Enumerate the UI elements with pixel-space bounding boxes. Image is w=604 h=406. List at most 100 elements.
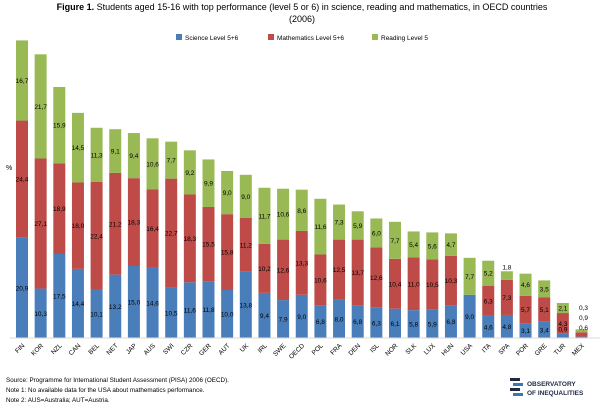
data-label-mathematics: 21,2 xyxy=(109,221,122,228)
logo-mark-icon xyxy=(510,378,523,396)
data-label-science: 6,8 xyxy=(316,319,325,326)
bar-segment-mathematics xyxy=(500,279,513,315)
x-tick-label: CAN xyxy=(68,342,83,357)
bar-segment-science xyxy=(183,282,196,338)
bar-segment-science xyxy=(221,290,234,338)
data-label-mathematics: 11,2 xyxy=(240,242,253,249)
data-label-reading: 2,1 xyxy=(558,306,567,313)
data-label-mathematics: 11,0 xyxy=(408,281,421,288)
bar-segment-mathematics xyxy=(538,297,551,322)
bar-segment-mathematics xyxy=(146,189,159,268)
bar-segment-science xyxy=(333,299,346,338)
bar-segment-reading xyxy=(333,204,346,240)
data-label-mathematics: 10,4 xyxy=(389,281,402,288)
x-tick-label: BEL xyxy=(87,342,101,356)
x-tick-label: POR xyxy=(515,342,530,357)
data-label-science: 8,0 xyxy=(335,316,344,323)
bar-segment-mathematics xyxy=(221,214,234,290)
bar-segment-reading xyxy=(146,138,159,190)
bar-segment-science xyxy=(34,288,47,338)
data-label-science: 6,8 xyxy=(446,319,455,326)
data-label-reading: 1,8 xyxy=(502,264,511,271)
bar-segment-mathematics xyxy=(370,247,383,308)
bar-segment-reading xyxy=(90,127,103,182)
bar-segment-science xyxy=(575,336,588,338)
bar-segment-mathematics xyxy=(109,172,122,275)
data-label-science: 10,1 xyxy=(90,311,103,318)
data-label-mathematics: 10,2 xyxy=(258,266,271,273)
x-tick-label: SPA xyxy=(498,342,512,356)
data-label-mathematics: 13,7 xyxy=(351,270,364,277)
x-tick-label: NOR xyxy=(384,342,399,357)
bar-segment-reading xyxy=(127,133,140,179)
bar-segment-reading xyxy=(258,187,271,244)
data-label-mathematics: 10,5 xyxy=(426,282,439,289)
x-tick-label: JAP xyxy=(125,342,138,355)
bar-segment-mathematics xyxy=(519,295,532,324)
data-label-reading: 11,3 xyxy=(91,152,104,159)
bar-segment-reading xyxy=(16,40,28,121)
x-tick-label: SLK xyxy=(404,342,418,356)
bar-segment-science xyxy=(53,254,66,338)
data-label-mathematics: 5,7 xyxy=(521,307,530,314)
bar-segment-science xyxy=(500,314,513,338)
data-label-mathematics: 18,3 xyxy=(184,236,197,243)
data-label-science: 0,3 xyxy=(579,305,588,312)
notes: Source: Programme for International Stud… xyxy=(6,377,229,404)
bar-segment-mathematics xyxy=(239,218,252,272)
data-label-science: 14,6 xyxy=(146,300,159,307)
data-label-mathematics: 10,3 xyxy=(445,278,458,285)
bars-group: 20,9 24,4 16,7 10,3 27,1 21,7 17,5 18,9 15,9 14,4… xyxy=(16,40,588,338)
x-tick-label: ISL xyxy=(369,342,381,354)
bar-segment-reading xyxy=(519,273,532,296)
x-tick-label: HUN xyxy=(440,342,455,357)
data-label-science: 3,4 xyxy=(540,327,549,334)
x-tick-label: ITA xyxy=(481,342,493,354)
data-label-science: 7,9 xyxy=(279,317,288,324)
x-tick-label: GER xyxy=(198,342,213,357)
legend-label-reading: Reading Level 5 xyxy=(381,35,428,42)
x-tick-label: FRA xyxy=(329,342,344,357)
data-label-science: 4,6 xyxy=(484,324,493,331)
bar-segment-reading xyxy=(183,150,196,195)
figure-label: Figure 1. xyxy=(57,2,95,12)
data-label-mathematics: 5,1 xyxy=(540,307,549,314)
bar-segment-mathematics xyxy=(16,120,28,238)
data-label-reading: 7,7 xyxy=(390,238,399,245)
data-label-science: 14,4 xyxy=(72,301,85,308)
data-label-science: 6,3 xyxy=(372,320,381,327)
data-label-reading: 4,6 xyxy=(521,282,530,289)
bar-segment-science xyxy=(127,266,140,338)
data-label-science: 10,5 xyxy=(165,310,178,317)
bar-segment-reading xyxy=(556,302,569,314)
logo-text-line2: OF INEQUALITIES xyxy=(527,390,584,397)
data-label-reading: 11,6 xyxy=(314,224,327,231)
data-label-reading: 7,7 xyxy=(167,158,176,165)
data-label-mathematics: 27,1 xyxy=(34,221,47,228)
x-tick-label: LUX xyxy=(423,342,437,356)
data-label-science: 17,5 xyxy=(53,294,66,301)
data-label-reading: 10,6 xyxy=(277,212,290,219)
bar-segment-reading xyxy=(34,54,47,159)
data-label-reading: 16,7 xyxy=(16,78,29,85)
data-label-reading: 9,2 xyxy=(185,170,194,177)
data-label-science: 13,2 xyxy=(109,304,122,311)
bar-segment-mathematics xyxy=(351,239,364,306)
bar-segment-science xyxy=(239,271,252,338)
bar-segment-mathematics xyxy=(575,332,588,337)
x-tick-label: FIN xyxy=(14,342,27,355)
data-label-reading: 9,9 xyxy=(204,181,213,188)
bar-segment-reading xyxy=(314,198,327,255)
data-label-mathematics: 12,6 xyxy=(277,267,290,274)
legend-swatch-mathematics xyxy=(268,34,274,40)
bar-segment-reading xyxy=(71,112,84,183)
data-label-reading: 8,6 xyxy=(297,208,306,215)
data-label-reading: 9,0 xyxy=(241,194,250,201)
x-tick-label: SWI xyxy=(162,342,176,356)
note-source: Source: Programme for International Stud… xyxy=(6,377,229,384)
bar-segment-science xyxy=(295,294,308,338)
x-tick-label: NZL xyxy=(50,342,64,356)
bar-segment-reading xyxy=(444,233,457,256)
data-label-reading: 9,1 xyxy=(111,149,120,156)
